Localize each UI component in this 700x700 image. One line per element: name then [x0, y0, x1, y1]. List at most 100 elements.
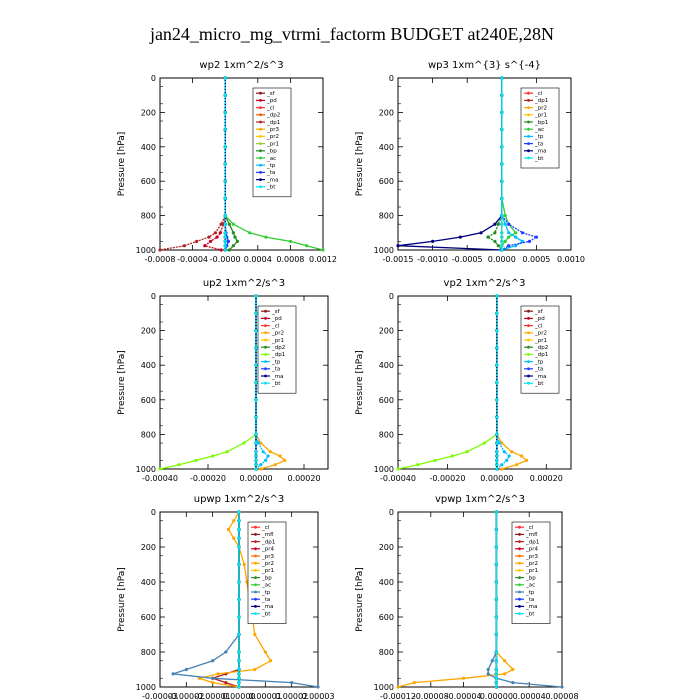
data-point-ac — [288, 239, 292, 243]
data-point-bp1 — [486, 235, 490, 239]
data-point-bp1 — [493, 239, 497, 243]
data-point-dp1 — [194, 458, 198, 462]
data-point-bt — [494, 527, 498, 532]
data-point-ta — [534, 235, 539, 239]
data-point-dp1 — [465, 450, 469, 454]
x-tick-label: 0.0005 — [522, 255, 550, 264]
data-point-bt — [500, 179, 504, 183]
data-point-bt — [495, 432, 499, 436]
panels-group: wp2 1xm^2/s^3 Pressure [hPa] 0 200 400 600 800… — [117, 60, 585, 700]
data-point-bt — [254, 380, 258, 385]
chart-panel-6: vpwp 1xm^2/s^3 Pressure [hPa] 0 200 400 600 80… — [355, 494, 579, 700]
legend-label: _bp — [261, 575, 272, 581]
data-point-bt — [237, 527, 241, 532]
legend-label: _ma — [271, 374, 283, 380]
plot-frame — [397, 511, 563, 688]
legend-marker — [527, 149, 530, 153]
legend-label: _dp1 — [271, 352, 285, 358]
data-point-bt — [237, 676, 241, 680]
legend-label: _ac — [525, 583, 535, 589]
legend-marker — [264, 353, 267, 356]
legend-label: _pr2 — [266, 134, 279, 140]
legend-marker — [518, 576, 521, 579]
x-tick-label: -0.00020 — [429, 474, 465, 483]
data-point-bt — [254, 294, 258, 298]
legend-label: _pr3 — [525, 554, 539, 560]
series-line-ma — [397, 78, 503, 251]
legend-marker — [264, 317, 267, 320]
legend-marker — [527, 345, 530, 349]
data-point-pr2 — [245, 580, 249, 584]
data-point-pr2 — [283, 458, 287, 462]
data-point-bt — [237, 685, 241, 689]
legend-label: _bt — [261, 611, 271, 617]
data-point-bt — [237, 519, 241, 523]
data-point-dp1 — [450, 454, 454, 458]
data-point-tp — [560, 685, 564, 689]
data-point-ac — [514, 231, 518, 235]
data-point-tp — [500, 463, 504, 467]
data-point-pd — [219, 248, 223, 252]
y-tick-label: 0 — [389, 74, 394, 83]
legend-label: _pr1 — [266, 141, 279, 147]
data-point-bt — [254, 454, 258, 458]
plot-frame — [397, 295, 572, 470]
series-line-tp — [172, 512, 319, 688]
data-point-bt — [254, 398, 258, 402]
data-point-bt — [495, 458, 499, 462]
series-line-bp — [224, 78, 239, 251]
legend-marker — [527, 142, 530, 146]
legend-label: _bt — [271, 381, 281, 387]
data-point-bt — [237, 632, 241, 637]
data-point-pr2 — [519, 454, 524, 458]
legend-marker — [518, 597, 521, 601]
legend-label: _bp — [266, 149, 277, 155]
data-point-pr2 — [268, 450, 272, 454]
data-point-ac — [305, 244, 309, 248]
legend-marker — [518, 561, 521, 565]
legend-marker — [264, 309, 267, 313]
legend-marker — [527, 353, 530, 356]
data-point-tp — [224, 650, 228, 654]
data-point-bt — [500, 145, 504, 149]
data-point-bt — [500, 222, 504, 226]
data-point-tp — [171, 672, 175, 676]
legend-label: _ac — [261, 583, 271, 589]
y-tick-label: 600 — [141, 396, 156, 405]
data-point-bt — [223, 244, 227, 248]
data-point-ac — [264, 235, 268, 239]
legend-label: _pd — [271, 316, 282, 322]
data-point-bp — [231, 244, 235, 248]
series-line-dp1 — [397, 296, 498, 470]
data-point-bt — [500, 231, 504, 235]
data-point-bp — [233, 235, 237, 239]
data-point-tp — [486, 667, 490, 672]
data-point-bt — [495, 450, 499, 454]
legend-label: _ma — [525, 604, 537, 610]
data-point-pr2 — [226, 527, 231, 532]
y-axis-label: Pressure [hPa] — [117, 132, 127, 197]
data-point-bt — [494, 672, 498, 676]
data-point-tp — [259, 463, 263, 467]
data-point-ac — [507, 235, 511, 239]
data-point-pr2 — [253, 667, 257, 672]
legend: _sf_pd_cl _pr2_pr1_dp2_dp1_tp _ta_ma_bt — [520, 305, 560, 394]
panel-title: vpwp 1xm^2/s^3 — [435, 494, 525, 505]
data-point-pr2 — [232, 536, 236, 540]
data-point-dp1 — [158, 467, 162, 471]
legend-label: _dp2 — [266, 113, 280, 119]
data-point-pd — [218, 231, 222, 235]
legend-label: _tp — [534, 359, 544, 365]
data-point-bt — [494, 510, 498, 514]
legend-marker — [254, 597, 257, 601]
data-point-bt — [494, 676, 498, 680]
y-tick-label: 600 — [379, 177, 394, 186]
legend-marker — [527, 367, 530, 371]
data-point-bt — [494, 659, 498, 663]
series-line-dp1 — [159, 78, 226, 251]
y-tick-label: 1000 — [136, 465, 156, 474]
data-point-bt — [494, 615, 498, 619]
data-point-bt — [500, 248, 504, 252]
x-tick-label: 0.00000 — [480, 474, 513, 483]
legend-label: _pr2 — [525, 561, 538, 567]
